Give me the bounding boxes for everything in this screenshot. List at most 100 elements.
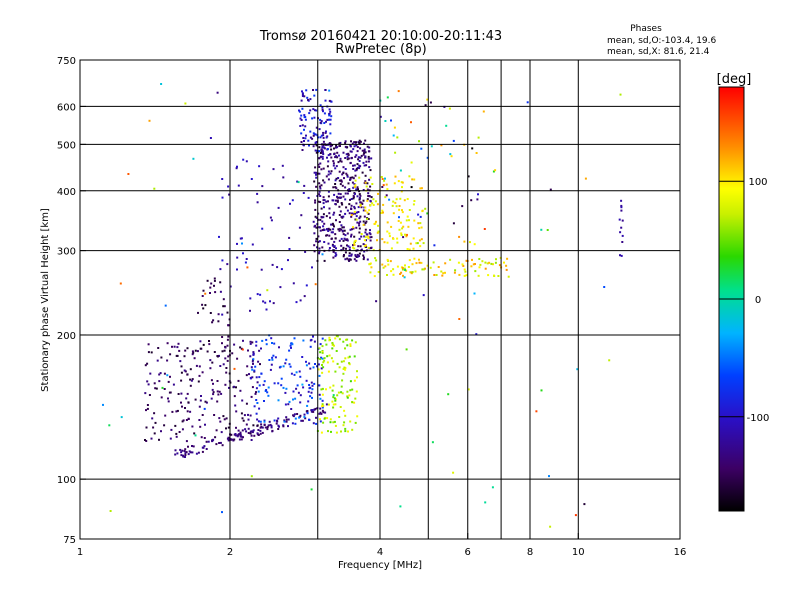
data-point — [620, 199, 623, 202]
data-point — [219, 365, 222, 367]
data-point — [332, 403, 335, 406]
data-point — [321, 155, 324, 158]
data-point — [317, 241, 320, 243]
data-point — [184, 454, 187, 456]
data-point — [216, 380, 219, 382]
data-point — [177, 393, 180, 395]
data-point — [317, 200, 320, 203]
data-point — [331, 342, 334, 344]
data-point — [301, 90, 303, 93]
data-point — [359, 147, 362, 150]
data-point — [245, 402, 248, 405]
data-point — [364, 231, 367, 234]
data-point — [252, 362, 254, 365]
data-point — [270, 424, 273, 427]
data-point — [241, 242, 243, 245]
data-point — [344, 368, 347, 371]
data-point — [189, 378, 192, 381]
data-point — [323, 359, 326, 362]
data-point — [490, 262, 493, 265]
data-point — [219, 281, 222, 284]
x-axis-label: Frequency [MHz] — [338, 560, 422, 571]
data-point — [180, 379, 183, 382]
data-point — [325, 130, 327, 133]
data-point — [332, 343, 334, 346]
data-point — [332, 384, 335, 387]
data-point — [503, 261, 505, 264]
data-point — [209, 137, 212, 139]
data-point — [208, 340, 210, 342]
data-point — [342, 226, 345, 229]
data-point — [108, 424, 111, 427]
data-point — [352, 226, 354, 229]
data-point — [618, 218, 621, 221]
data-point — [402, 236, 405, 239]
data-point — [408, 259, 411, 262]
data-point — [322, 179, 325, 182]
data-point — [263, 424, 266, 426]
data-point — [505, 264, 508, 267]
data-point — [463, 274, 466, 277]
data-point — [475, 152, 478, 154]
data-point — [465, 274, 468, 277]
data-point — [252, 352, 255, 355]
data-point — [284, 362, 287, 365]
data-point — [429, 101, 432, 104]
data-point — [288, 248, 291, 250]
data-point — [497, 275, 500, 277]
data-point — [358, 227, 361, 230]
data-point — [350, 204, 353, 207]
data-point — [333, 344, 335, 347]
data-point — [166, 342, 169, 345]
data-point — [350, 235, 352, 238]
data-point — [342, 246, 345, 249]
data-point — [319, 218, 322, 221]
data-point — [407, 266, 410, 268]
data-point — [372, 249, 375, 252]
data-point — [311, 117, 314, 120]
data-point — [212, 393, 215, 396]
data-point — [300, 214, 303, 217]
data-point — [320, 184, 323, 187]
data-point — [179, 360, 182, 363]
data-point — [312, 220, 315, 223]
data-point — [620, 204, 623, 207]
data-point — [326, 355, 329, 358]
data-point — [220, 431, 223, 434]
data-point — [339, 193, 342, 196]
data-point — [360, 233, 363, 235]
data-point — [397, 220, 400, 222]
data-point — [426, 212, 429, 215]
data-point — [346, 338, 349, 341]
data-point — [337, 228, 340, 231]
data-point — [312, 134, 315, 137]
data-point — [408, 209, 411, 211]
data-point — [322, 225, 325, 228]
data-point — [318, 412, 321, 415]
data-point — [356, 255, 359, 258]
data-point — [299, 375, 302, 378]
data-point — [334, 403, 337, 406]
data-point — [331, 400, 334, 403]
data-point — [331, 347, 334, 350]
data-point — [299, 394, 302, 397]
data-point — [328, 114, 331, 117]
data-point — [390, 247, 393, 250]
colorbar-tick-label: 100 — [748, 177, 767, 188]
data-point — [321, 106, 324, 109]
data-point — [271, 358, 274, 361]
data-point — [411, 178, 414, 181]
data-point — [339, 157, 342, 160]
data-point — [381, 263, 384, 266]
data-point — [144, 364, 147, 367]
data-point — [197, 311, 199, 314]
data-point — [330, 231, 333, 234]
data-point — [318, 347, 321, 350]
data-point — [169, 437, 172, 440]
data-point — [608, 359, 611, 362]
data-point — [203, 445, 206, 448]
data-point — [249, 430, 252, 433]
data-point — [339, 406, 342, 408]
data-point — [149, 372, 152, 375]
data-point — [351, 401, 354, 404]
